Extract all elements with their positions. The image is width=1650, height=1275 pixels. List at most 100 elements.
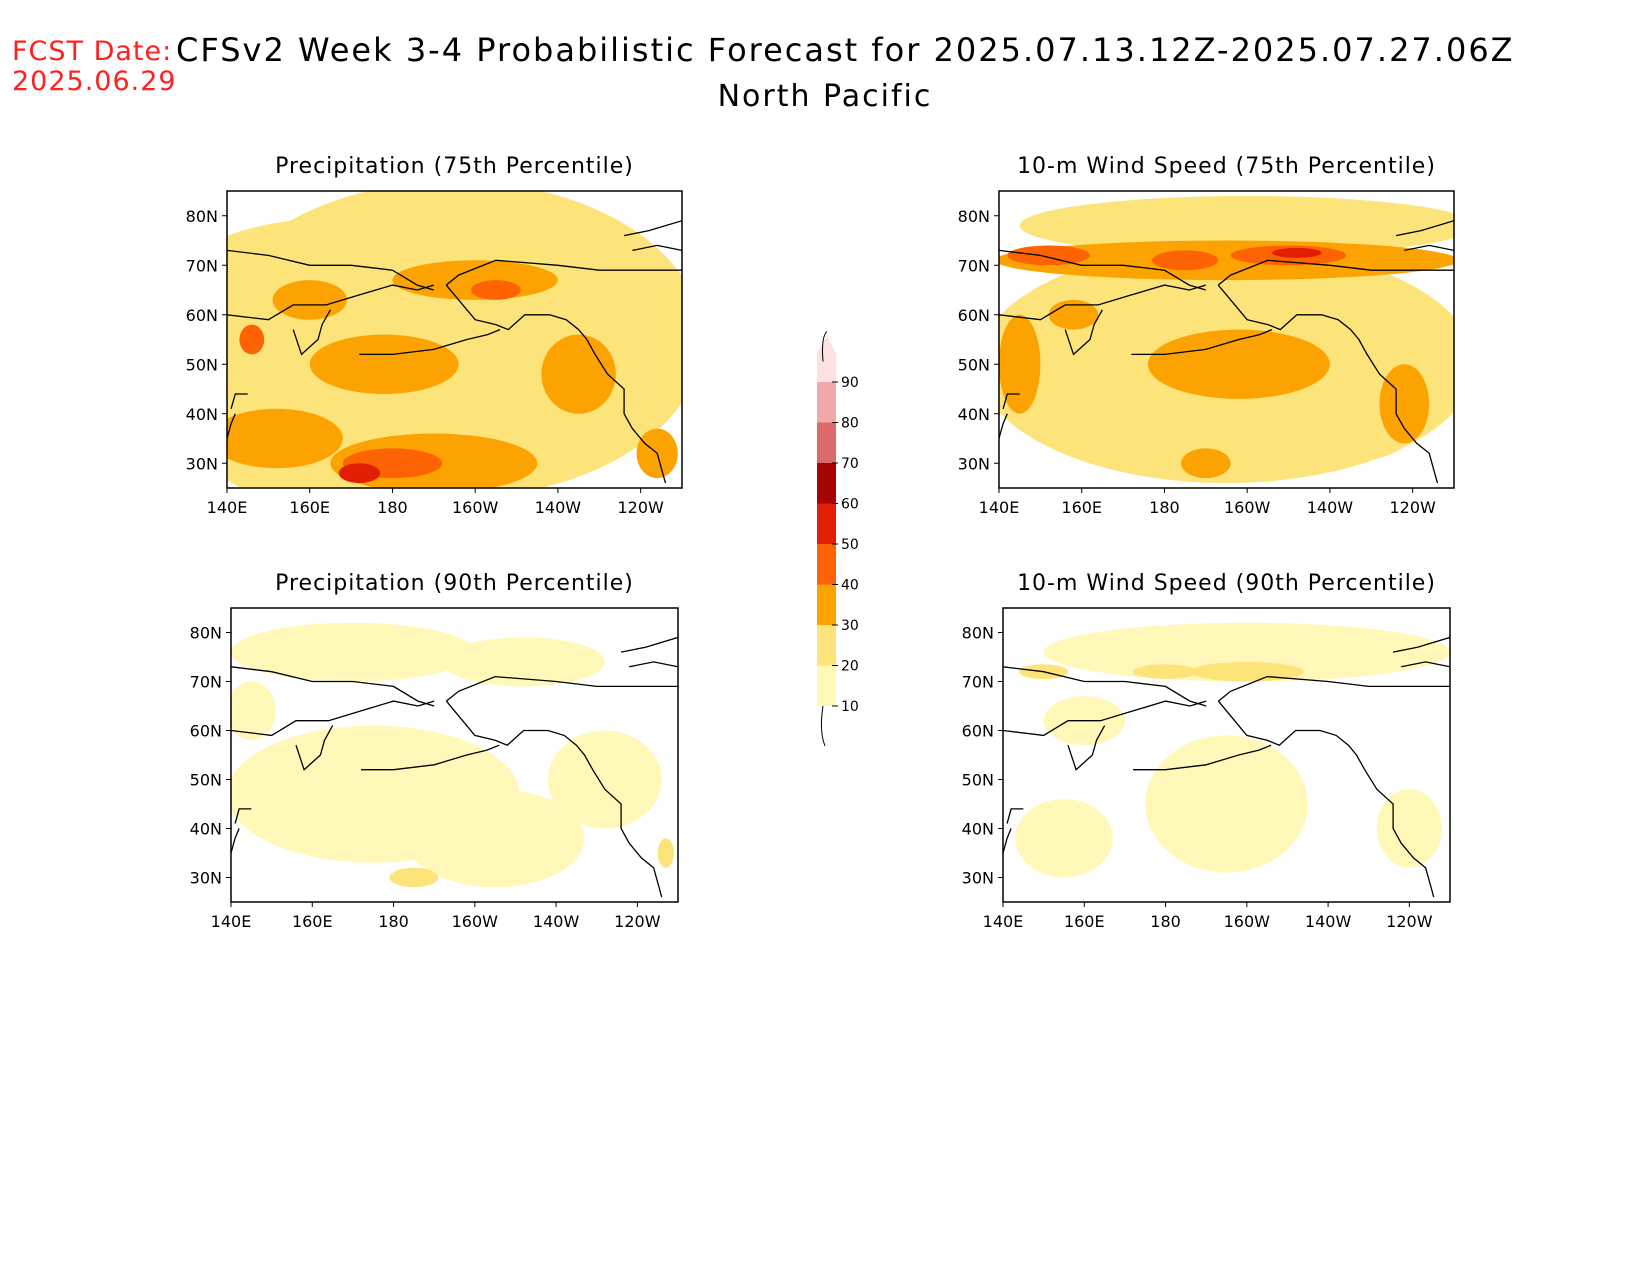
main-title: CFSv2 Week 3-4 Probabilistic Forecast fo… [176,31,1515,69]
shaded-region [1189,661,1304,682]
shaded-region [1147,329,1330,399]
lat-label: 60N [962,722,994,741]
lon-label: 160E [289,498,330,517]
coastline [632,244,682,252]
coastline [231,700,435,737]
region-title: North Pacific [717,79,933,114]
lat-label: 50N [186,355,218,374]
coastline [999,413,1008,439]
lon-label: 180 [378,912,409,931]
shaded-region [1007,245,1090,266]
shaded-region [442,637,605,687]
lat-label: 60N [186,306,218,325]
map-frame [226,190,683,489]
coastlines [999,220,1454,484]
shaded-region [227,408,343,469]
coastline [231,828,240,854]
lon-label: 140E [207,498,248,517]
lat-label: 50N [190,771,222,790]
colorbar-label: 20 [841,659,859,675]
shaded-region [1272,247,1322,258]
lon-label: 160W [452,498,499,517]
shaded-region [1145,735,1308,873]
coastline [295,725,334,771]
coastline [1003,828,1012,854]
lat-label: 60N [958,306,990,325]
coastline [1064,309,1103,356]
shaded-region [471,280,521,300]
colorbar-label: 10 [841,699,859,715]
colorbar-label: 50 [841,537,859,553]
shaded-region [1152,250,1219,271]
lon-label: 120W [1386,912,1433,931]
lat-label: 30N [962,869,994,888]
shaded-region [999,314,1041,414]
coastline [231,666,435,707]
colorbar-swatch [817,422,836,463]
lon-label: 120W [617,498,664,517]
coastlines [1003,636,1450,898]
coastline [1067,725,1106,771]
coastline [1131,328,1273,356]
colorbar-swatch [817,382,836,423]
colorbar-swatch [817,544,836,585]
shaded-region [1376,789,1442,868]
coastline [445,700,663,898]
coastline [445,259,682,286]
coastline [999,284,1206,321]
shaded-region [239,324,265,355]
map-panel: Precipitation (75th Percentile) 140E 160E 1… [186,154,683,517]
lat-label: 80N [190,624,222,643]
lon-label: 160W [1224,912,1271,931]
colorbar-swatch [817,463,836,504]
colorbar-swatch [817,503,836,544]
coastline [623,220,682,237]
coastline [1217,700,1435,898]
shaded-region [1015,799,1113,878]
colorbar-label: 60 [841,497,859,513]
colorbar-edge [820,705,826,747]
lat-label: 80N [958,207,990,226]
colorbar-label: 30 [841,618,859,634]
lat-label: 50N [958,355,990,374]
coastline [227,284,434,321]
lon-label: 120W [1389,498,1436,517]
coastline [1002,393,1020,409]
lat-label: 40N [190,820,222,839]
fcst-label: FCST Date: [12,36,173,67]
colorbar-label: 70 [841,456,859,472]
colorbar-swatch [817,625,836,666]
lon-label: 160W [452,912,499,931]
coastline [629,661,678,668]
probability-shading [231,622,674,888]
colorbar-label: 40 [841,578,859,594]
shaded-region [541,334,616,414]
coastline [234,808,252,824]
colorbar-swatch [817,665,836,706]
coastline [1392,636,1450,653]
coastline [227,413,236,439]
colorbar: 10 20 30 40 50 60 70 80 90 [817,331,859,747]
shaded-region [657,838,674,868]
panel-title: 10-m Wind Speed (75th Percentile) [1017,154,1436,179]
shaded-region [1181,448,1231,479]
shaded-region [1133,664,1199,680]
coastline [1003,666,1207,707]
lat-label: 30N [958,454,990,473]
lon-label: 140W [533,912,580,931]
lon-label: 140E [979,498,1020,517]
lat-label: 30N [190,869,222,888]
coastline [620,636,678,653]
lat-label: 30N [186,454,218,473]
coastline [999,249,1206,291]
coastline [1006,808,1024,824]
coastline [1395,220,1454,237]
coastline [1217,284,1439,484]
lat-label: 40N [962,820,994,839]
coastline [1217,259,1454,286]
lon-label: 140W [535,498,582,517]
lon-label: 120W [614,912,661,931]
shaded-region [231,681,276,741]
map-panel: Precipitation (90th Percentile) 140E 160E 1… [190,571,679,931]
coastline [292,309,331,356]
